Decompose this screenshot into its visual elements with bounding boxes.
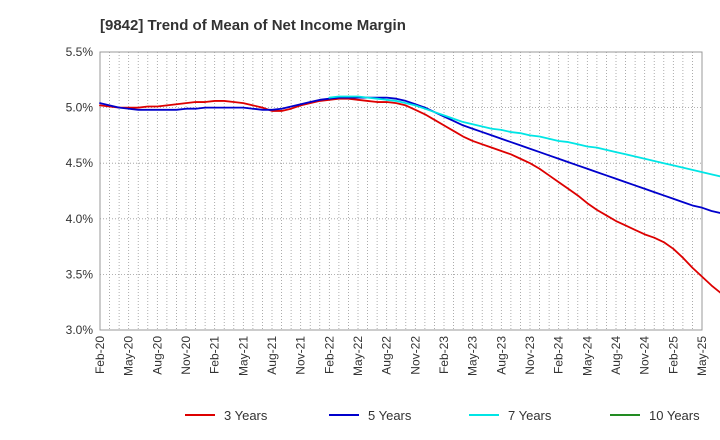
plot-background (100, 52, 702, 330)
series-line-3-years (99, 97, 720, 294)
legend-label: 3 Years (224, 408, 268, 423)
x-tick-label: May-24 (580, 336, 594, 376)
x-tick-label: Nov-21 (294, 336, 308, 375)
x-tick-label: May-21 (236, 336, 250, 376)
legend-label: 5 Years (368, 408, 412, 423)
y-tick-label: 5.0% (66, 101, 94, 115)
x-tick-label: Feb-21 (208, 336, 222, 374)
x-tick-label: Aug-21 (265, 336, 279, 375)
chart-title: [9842] Trend of Mean of Net Income Margi… (100, 17, 406, 34)
x-tick-label: Nov-22 (408, 336, 422, 375)
x-axis: Feb-20 May-20 Aug-20 Nov-20 Feb-21 May-21 Aug-… (93, 336, 709, 376)
y-tick-label: 4.5% (66, 156, 94, 170)
series-line-7-years (328, 95, 720, 178)
y-axis: 3.0% 3.5% 4.0% 4.5% 5.0% 5.5% (66, 45, 94, 337)
x-tick-label: Feb-25 (666, 336, 680, 374)
legend-label: 10 Years (649, 408, 700, 423)
x-tick-label: Feb-22 (322, 336, 336, 374)
y-tick-label: 5.5% (66, 45, 94, 59)
y-tick-label: 3.5% (66, 267, 94, 281)
y-tick-label: 3.0% (66, 323, 94, 337)
x-tick-label: Nov-23 (523, 336, 537, 375)
x-tick-label: Feb-24 (552, 336, 566, 374)
plot-border (99, 51, 703, 331)
x-tick-label: Feb-23 (437, 336, 451, 374)
x-tick-label: Aug-23 (494, 336, 508, 375)
x-tick-label: May-22 (351, 336, 365, 376)
x-tick-label: Aug-24 (609, 336, 623, 375)
x-tick-label: Nov-20 (179, 336, 193, 375)
x-tick-label: Aug-22 (380, 336, 394, 375)
legend-label: 7 Years (508, 408, 552, 423)
series-group (99, 95, 720, 294)
x-tick-label: May-25 (695, 336, 709, 376)
x-tick-label: May-23 (466, 336, 480, 376)
y-tick-label: 4.0% (66, 212, 94, 226)
x-tick-label: Aug-20 (150, 336, 164, 375)
plot-area (99, 51, 703, 331)
x-tick-label: Feb-20 (93, 336, 107, 374)
x-tick-label: May-20 (122, 336, 136, 376)
x-tick-label: Nov-24 (638, 336, 652, 375)
legend: 3 Years 5 Years 7 Years 10 Years (185, 408, 700, 423)
